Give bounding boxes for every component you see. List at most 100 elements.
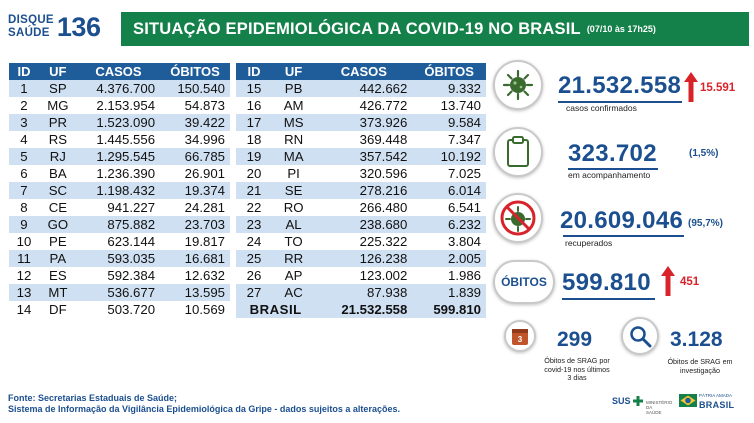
table-row: 27 AC 87.938 1.839	[236, 284, 486, 301]
recovered-pct: (95,7%)	[688, 218, 724, 229]
col-id: ID	[236, 63, 272, 80]
row-uf: ES	[38, 267, 77, 284]
row-uf: AC	[271, 284, 316, 301]
monitoring-value: 323.702	[568, 140, 657, 167]
row-casos: 373.926	[315, 114, 413, 131]
row-casos: 2.153.954	[76, 97, 161, 114]
table-row: 16 AM 426.772 13.740	[236, 97, 486, 114]
col-uf: UF	[271, 63, 316, 80]
table-row: 26 AP 123.002 1.986	[236, 267, 486, 284]
table-row: 5 RJ 1.295.545 66.785	[9, 148, 230, 165]
row-uf: DF	[38, 301, 77, 318]
clipboard-icon	[507, 136, 529, 167]
srag-recent-value: 299	[557, 328, 593, 351]
row-id: 19	[236, 148, 272, 165]
col-obitos: ÓBITOS	[160, 63, 230, 80]
table-row: 19 MA 357.542 10.192	[236, 148, 486, 165]
row-casos: 623.144	[76, 233, 161, 250]
row-id: 21	[236, 182, 272, 199]
col-id: ID	[9, 63, 39, 80]
row-casos: 503.720	[76, 301, 161, 318]
row-uf: PE	[38, 233, 77, 250]
states-table-right: ID UF CASOS ÓBITOS 15 PB 442.662 9.332 16 AM 4…	[236, 63, 486, 318]
col-obitos: ÓBITOS	[412, 63, 486, 80]
row-obitos: 10.569	[160, 301, 230, 318]
table-row: 20 PI 320.596 7.025	[236, 165, 486, 182]
row-casos: 225.322	[315, 233, 413, 250]
row-casos: 87.938	[315, 284, 413, 301]
confirmed-label: casos confirmados	[566, 103, 637, 113]
srag-investigation-label: Óbitos de SRAG em investigação	[660, 357, 740, 375]
row-casos: 1.198.432	[76, 182, 161, 199]
row-casos: 320.596	[315, 165, 413, 182]
row-uf: MA	[271, 148, 316, 165]
row-id: 9	[9, 216, 39, 233]
row-id: 5	[9, 148, 39, 165]
table-row: 22 RO 266.480 6.541	[236, 199, 486, 216]
row-casos: 875.882	[76, 216, 161, 233]
table-row: 4 RS 1.445.556 34.996	[9, 131, 230, 148]
row-casos: 4.376.700	[76, 80, 161, 97]
table-row: 1 SP 4.376.700 150.540	[9, 80, 230, 97]
row-uf: BA	[38, 165, 77, 182]
row-id: 10	[9, 233, 39, 250]
table-row: 17 MS 373.926 9.584	[236, 114, 486, 131]
right-table-body: 15 PB 442.662 9.332 16 AM 426.772 13.740 17 MS 373…	[236, 80, 486, 301]
row-id: 18	[236, 131, 272, 148]
row-uf: PI	[271, 165, 316, 182]
row-id: 11	[9, 250, 39, 267]
ministry-label: MINISTÉRIO DA SAÚDE	[646, 400, 674, 415]
monitoring-underline	[568, 168, 658, 170]
row-uf: SC	[38, 182, 77, 199]
row-casos: 357.542	[315, 148, 413, 165]
row-uf: AP	[271, 267, 316, 284]
row-uf: SE	[271, 182, 316, 199]
table-row: 3 PR 1.523.090 39.422	[9, 114, 230, 131]
up-arrow-icon	[684, 72, 698, 102]
col-casos: CASOS	[315, 63, 413, 80]
row-casos: 238.680	[315, 216, 413, 233]
row-obitos: 24.281	[160, 199, 230, 216]
svg-text:3: 3	[518, 335, 523, 344]
srag-recent-label-1: Óbitos de SRAG por	[544, 356, 610, 365]
srag-recent-label: Óbitos de SRAG por covid-19 nos últimos …	[537, 356, 617, 383]
row-id: 14	[9, 301, 39, 318]
table-row: 18 RN 369.448 7.347	[236, 131, 486, 148]
row-uf: PR	[38, 114, 77, 131]
col-uf: UF	[38, 63, 77, 80]
table-row: 12 ES 592.384 12.632	[9, 267, 230, 284]
title-bar: SITUAÇÃO EPIDEMIOLÓGICA DA COVID-19 NO B…	[121, 12, 749, 46]
row-casos: 1.295.545	[76, 148, 161, 165]
confirmed-icon-circle	[493, 60, 543, 110]
table-row: 23 AL 238.680 6.232	[236, 216, 486, 233]
states-table-left: ID UF CASOS ÓBITOS 1 SP 4.376.700 150.540 2 M…	[9, 63, 230, 318]
row-id: 1	[9, 80, 39, 97]
srag-investigation-value: 3.128	[670, 328, 723, 351]
row-id: 8	[9, 199, 39, 216]
row-uf: RJ	[38, 148, 77, 165]
row-uf: CE	[38, 199, 77, 216]
row-uf: AL	[271, 216, 316, 233]
row-casos: 593.035	[76, 250, 161, 267]
table-row: 14 DF 503.720 10.569	[9, 301, 230, 318]
row-obitos: 13.740	[412, 97, 486, 114]
row-obitos: 6.014	[412, 182, 486, 199]
row-obitos: 16.681	[160, 250, 230, 267]
table-row: 10 PE 623.144 19.817	[9, 233, 230, 250]
row-obitos: 10.192	[412, 148, 486, 165]
left-table-body: 1 SP 4.376.700 150.540 2 MG 2.153.954 54.873 3 PR…	[9, 80, 230, 318]
footer-line1: Fonte: Secretarias Estaduais de Saúde;	[8, 393, 178, 403]
row-casos: 592.384	[76, 267, 161, 284]
row-obitos: 150.540	[160, 80, 230, 97]
row-id: 4	[9, 131, 39, 148]
deaths-value: 599.810	[562, 269, 651, 296]
row-id: 25	[236, 250, 272, 267]
table-row: 2 MG 2.153.954 54.873	[9, 97, 230, 114]
row-uf: RR	[271, 250, 316, 267]
row-id: 20	[236, 165, 272, 182]
srag-recent-icon-circle: 3	[504, 320, 536, 352]
row-casos: 442.662	[315, 80, 413, 97]
row-uf: PB	[271, 80, 316, 97]
up-arrow-icon	[661, 266, 675, 296]
row-uf: TO	[271, 233, 316, 250]
